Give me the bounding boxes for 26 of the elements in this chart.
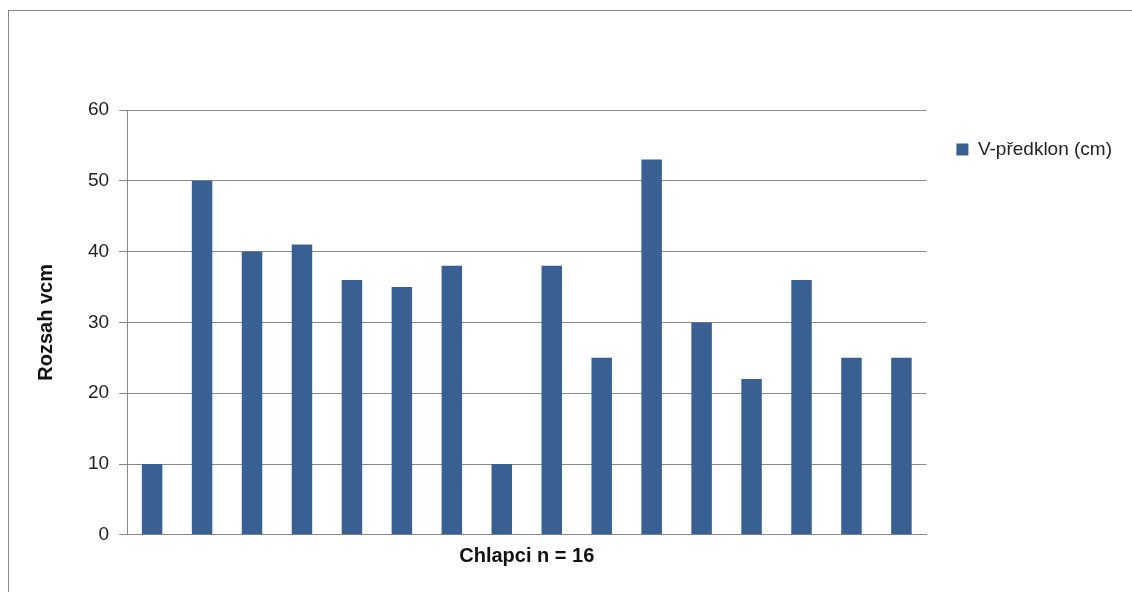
bar	[891, 357, 912, 535]
x-axis-title: Chlapci n = 16	[459, 543, 595, 566]
y-axis-title: Rozsah vcm	[33, 264, 56, 381]
y-tick-label: 10	[87, 452, 110, 474]
bar	[641, 159, 662, 535]
bar	[141, 464, 163, 535]
bar	[241, 251, 263, 535]
bar	[841, 357, 862, 535]
y-tick-label: 30	[87, 310, 110, 332]
bar	[791, 279, 812, 535]
bar	[491, 464, 513, 535]
y-tick-label: 50	[87, 169, 110, 191]
y-tick-label: 0	[98, 523, 110, 545]
bar	[191, 180, 213, 535]
bar	[541, 265, 562, 535]
bar	[691, 322, 712, 535]
bar	[441, 265, 463, 535]
bar	[291, 244, 313, 535]
y-tick-label: 60	[87, 98, 110, 120]
y-tick-label: 20	[87, 381, 110, 403]
bar	[741, 379, 762, 535]
bar	[591, 357, 612, 535]
legend-label: V-předklon (cm)	[977, 137, 1113, 159]
bar	[341, 279, 363, 535]
bar	[391, 287, 413, 535]
y-tick-label: 40	[87, 239, 110, 261]
